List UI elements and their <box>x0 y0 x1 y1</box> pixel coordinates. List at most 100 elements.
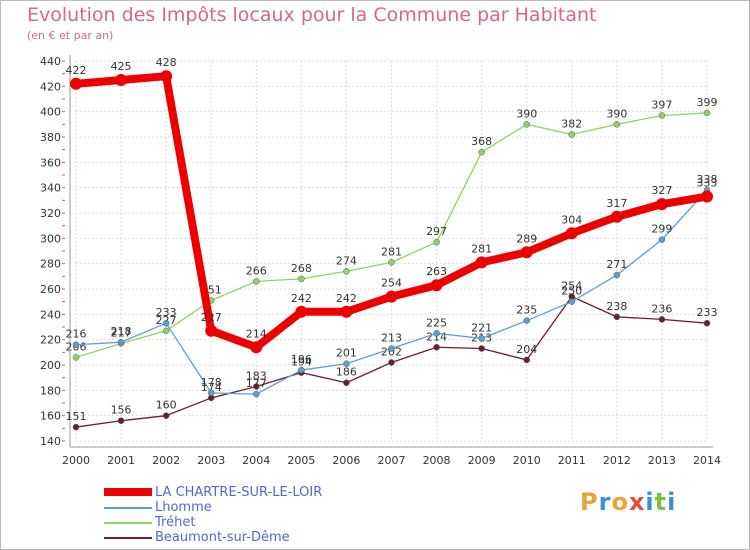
x-tick-label: 2012 <box>603 454 631 467</box>
y-tick-label: 320 <box>40 207 61 220</box>
y-tick-label: 200 <box>40 359 61 372</box>
data-point <box>658 112 666 119</box>
x-tick-label: 2013 <box>648 454 676 467</box>
data-point <box>253 278 260 285</box>
legend-item-beaumont: Beaumont-sur-Dême <box>104 530 364 545</box>
y-tick-label: 140 <box>40 435 61 448</box>
legend-label: LA CHARTRE-SUR-LE-LOIR <box>155 485 323 500</box>
x-tick-label: 2008 <box>423 454 451 467</box>
data-label: 281 <box>381 245 402 258</box>
x-tick-label: 2006 <box>332 454 360 467</box>
x-tick-label: 2007 <box>378 454 406 467</box>
legend-swatch <box>104 522 152 524</box>
data-point <box>388 359 395 366</box>
data-label: 160 <box>156 399 177 412</box>
data-label: 194 <box>291 356 312 369</box>
data-label: 382 <box>561 117 582 130</box>
data-label: 202 <box>381 345 402 358</box>
data-label: 317 <box>606 197 627 210</box>
data-label: 333 <box>697 177 718 190</box>
y-tick-label: 160 <box>40 410 61 423</box>
data-point <box>610 210 623 223</box>
data-point <box>117 338 125 346</box>
data-point <box>72 341 80 348</box>
data-label: 217 <box>111 326 132 339</box>
data-label: 274 <box>336 254 357 267</box>
data-point <box>115 74 128 86</box>
data-point <box>613 121 621 128</box>
legend-label: Tréhet <box>155 515 196 530</box>
data-label: 254 <box>381 277 402 290</box>
data-label: 304 <box>561 213 582 226</box>
data-label: 235 <box>516 304 537 317</box>
data-point <box>70 77 82 90</box>
data-point <box>388 345 395 352</box>
data-point <box>520 246 533 259</box>
data-point <box>478 148 485 156</box>
y-tick-label: 420 <box>40 80 61 93</box>
y-tick-label: 340 <box>40 182 61 195</box>
legend-label: Lhomme <box>155 500 212 515</box>
data-point <box>160 70 173 83</box>
data-point <box>343 360 350 367</box>
data-point <box>523 356 530 364</box>
data-label: 338 <box>697 173 718 186</box>
data-point <box>613 313 621 321</box>
x-tick-label: 2003 <box>197 454 225 467</box>
x-tick-label: 2009 <box>468 454 496 467</box>
data-point <box>478 345 485 352</box>
x-tick-label: 2005 <box>287 454 315 467</box>
y-tick-label: 280 <box>40 258 61 271</box>
legend-swatch <box>104 488 152 496</box>
data-label: 254 <box>561 280 582 293</box>
y-tick-label: 240 <box>40 308 61 321</box>
x-tick-label: 2010 <box>513 454 541 467</box>
data-point <box>430 279 443 292</box>
legend-item-trehet: Tréhet <box>104 515 364 530</box>
x-tick-label: 2004 <box>242 454 270 467</box>
x-tick-label: 2014 <box>693 454 721 467</box>
data-label: 397 <box>651 98 672 111</box>
data-label: 268 <box>291 262 312 275</box>
data-label: 201 <box>336 347 357 360</box>
legend: LA CHARTRE-SUR-LE-LOIR Lhomme Tréhet Bea… <box>104 485 364 545</box>
data-label: 178 <box>201 376 222 389</box>
data-label: 281 <box>471 242 492 255</box>
legend-item-lhomme: Lhomme <box>104 500 364 515</box>
x-tick-label: 2000 <box>62 454 90 467</box>
data-point <box>523 317 530 324</box>
data-label: 289 <box>516 232 537 245</box>
data-label: 422 <box>66 64 87 77</box>
data-point <box>253 390 260 398</box>
data-point <box>205 324 218 337</box>
data-point <box>703 319 711 327</box>
data-label: 238 <box>606 300 627 313</box>
legend-label: Beaumont-sur-Dême <box>155 530 290 545</box>
data-point <box>703 109 711 117</box>
data-label: 186 <box>336 366 357 379</box>
logo-letter: i <box>645 488 655 516</box>
data-point <box>117 417 125 424</box>
y-tick-label: 300 <box>40 232 61 245</box>
data-label: 263 <box>426 265 447 278</box>
data-label: 266 <box>246 264 267 277</box>
data-label: 425 <box>111 60 132 73</box>
chart-subtitle: (en € et par an) <box>27 29 114 42</box>
data-point <box>298 366 305 374</box>
x-tick-label: 2011 <box>558 454 586 467</box>
data-point <box>295 305 308 318</box>
data-label: 368 <box>471 135 492 148</box>
data-point <box>701 190 713 203</box>
data-point <box>568 131 576 138</box>
x-tick-label: 2002 <box>152 454 180 467</box>
data-label: 204 <box>516 343 537 356</box>
data-label: 242 <box>336 292 357 305</box>
data-label: 390 <box>516 107 537 120</box>
data-label: 225 <box>426 316 447 329</box>
data-label: 233 <box>156 306 177 319</box>
data-label: 213 <box>381 332 402 345</box>
data-point <box>72 354 80 361</box>
logo-letter: x <box>628 488 646 516</box>
data-point <box>385 290 398 303</box>
